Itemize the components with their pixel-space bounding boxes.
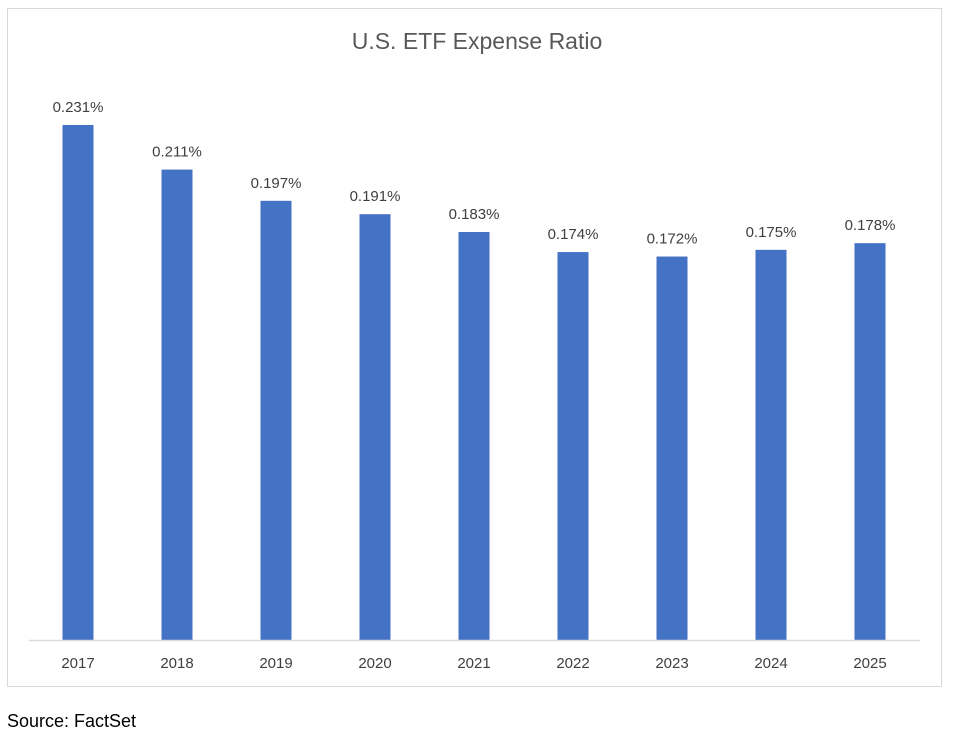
data-label-2021: 0.183% [449,206,500,223]
data-label-2023: 0.172% [647,231,698,248]
data-label-2017: 0.231% [53,99,104,116]
x-tick-label-2020: 2020 [358,655,391,672]
bar-2021 [458,232,490,640]
bar-2023 [656,256,688,640]
x-tick-label-2019: 2019 [259,655,292,672]
bar-2020 [359,214,391,640]
x-tick-label-2018: 2018 [160,655,193,672]
data-label-2020: 0.191% [350,188,401,205]
data-label-2024: 0.175% [746,224,797,241]
data-label-2025: 0.178% [845,217,896,234]
x-tick-label-2021: 2021 [457,655,490,672]
bar-2017 [62,125,94,640]
bar-2019 [260,200,292,640]
x-tick-label-2022: 2022 [556,655,589,672]
data-label-2018: 0.211% [152,144,202,161]
x-tick-label-2017: 2017 [61,655,94,672]
bar-2018 [161,169,193,640]
source-note: Source: FactSet [7,711,137,731]
chart-frame [7,8,942,687]
chart-title: U.S. ETF Expense Ratio [351,28,603,54]
x-tick-label-2025: 2025 [853,655,886,672]
x-tick-label-2023: 2023 [655,655,688,672]
bar-2024 [755,249,787,640]
bar-2025 [854,243,886,641]
bar-2022 [557,252,589,640]
data-label-2022: 0.174% [548,226,599,243]
x-tick-label-2024: 2024 [754,655,787,672]
data-label-2019: 0.197% [251,175,302,192]
